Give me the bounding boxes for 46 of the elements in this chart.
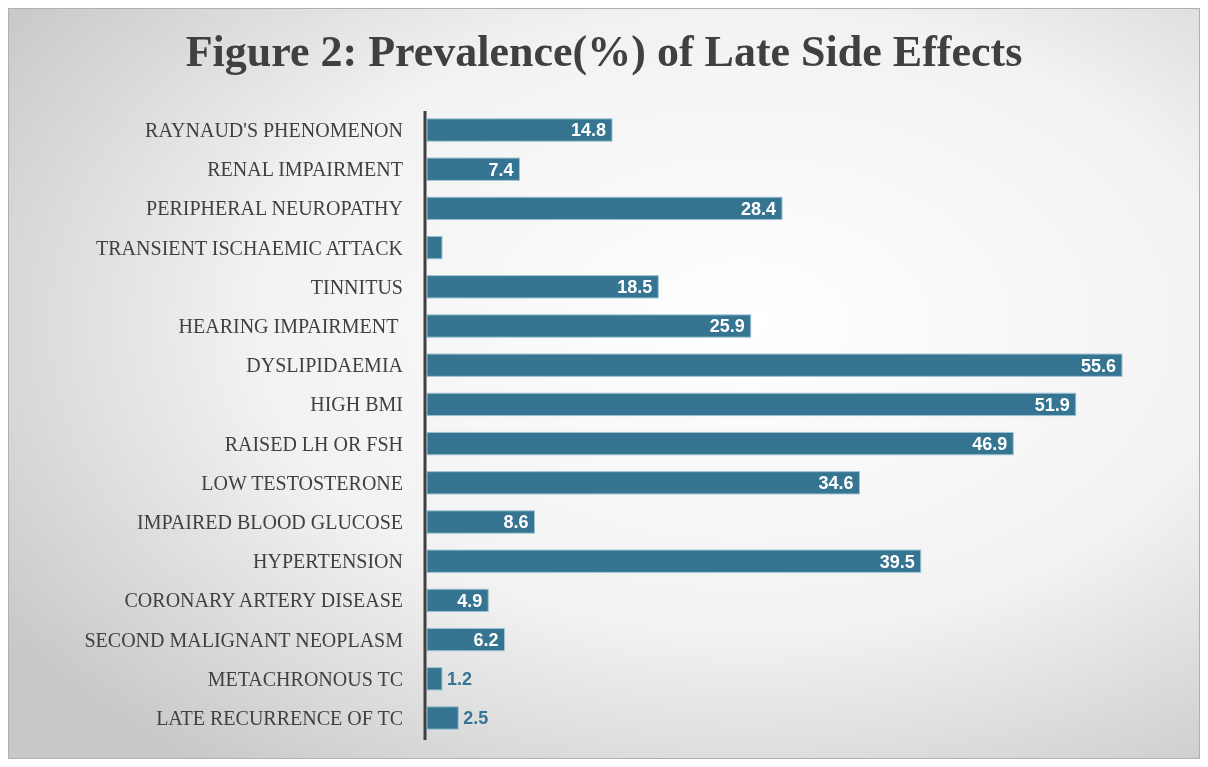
chart-title: Figure 2: Prevalence(%) of Late Side Effects xyxy=(185,27,1023,76)
data-label: 7.4 xyxy=(488,159,514,180)
data-label: 51.9 xyxy=(1034,394,1070,415)
bar xyxy=(426,471,860,495)
bar xyxy=(426,196,783,221)
bar xyxy=(426,157,520,181)
y-tick-label: IMPAIRED BLOOD GLUCOSE xyxy=(137,511,403,533)
y-tick-label: METACHRONOUS TC xyxy=(207,667,403,690)
y-tick-label: RENAL IMPAIRMENT xyxy=(207,158,403,181)
y-tick-label: HIGH BMI xyxy=(310,393,403,416)
bar xyxy=(426,275,659,299)
bar xyxy=(426,706,459,730)
data-label: 4.9 xyxy=(457,590,483,611)
bar xyxy=(426,235,443,260)
y-tick-label: CORONARY ARTERY DISEASE xyxy=(124,589,403,612)
y-tick-label: TRANSIENT ISCHAEMIC ATTACK xyxy=(96,236,404,259)
bar xyxy=(426,667,443,691)
bar xyxy=(426,431,1014,456)
y-tick-label: SECOND MALIGNANT NEOPLASM xyxy=(84,628,404,651)
y-tick-label: RAISED LH OR FSH xyxy=(224,432,403,455)
data-label: 28.4 xyxy=(740,198,776,219)
data-label: 39.5 xyxy=(879,551,915,572)
bar xyxy=(426,118,613,142)
data-label: 1.2 xyxy=(447,669,473,690)
data-label: 55.6 xyxy=(1080,355,1116,376)
data-label: 2.5 xyxy=(463,708,489,729)
y-tick-label: LOW TESTOSTERONE xyxy=(201,471,403,494)
y-tick-label: RAYNAUD'S PHENOMENON xyxy=(145,119,403,142)
data-label: 8.6 xyxy=(503,512,529,533)
data-label: 14.8 xyxy=(570,120,606,141)
bar xyxy=(426,549,922,573)
y-tick-label: DYSLIPIDAEMIA xyxy=(246,354,404,377)
data-label: 34.6 xyxy=(818,473,854,494)
bar xyxy=(426,314,752,338)
y-tick-label: PERIPHERAL NEUROPATHY xyxy=(146,197,403,220)
bar xyxy=(426,510,535,534)
bar xyxy=(426,392,1077,417)
y-tick-label: HEARING IMPAIRMENT xyxy=(178,315,403,337)
data-label: 25.9 xyxy=(709,316,745,337)
bar xyxy=(426,353,1123,377)
y-tick-label: TINNITUS xyxy=(310,275,403,298)
y-tick-label: LATE RECURRENCE OF TC xyxy=(156,706,403,729)
data-label: 46.9 xyxy=(972,434,1008,455)
data-label: 18.5 xyxy=(617,277,653,298)
data-label: 6.2 xyxy=(473,630,499,651)
y-tick-label: HYPERTENSION xyxy=(253,550,403,573)
